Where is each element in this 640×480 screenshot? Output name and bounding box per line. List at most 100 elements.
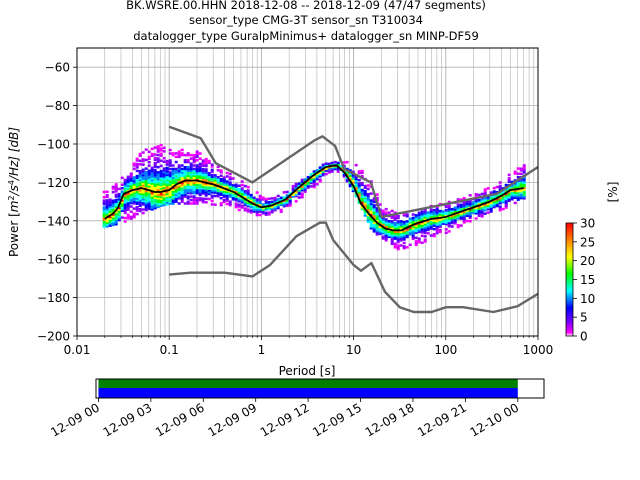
density-cell <box>366 215 370 218</box>
density-cell <box>147 157 151 160</box>
density-cell <box>318 171 322 175</box>
density-cell <box>288 195 292 199</box>
density-cell <box>258 199 262 203</box>
density-cell <box>135 209 139 212</box>
density-cell <box>195 164 199 167</box>
density-cell <box>375 212 379 215</box>
density-cell <box>423 210 427 214</box>
density-cell <box>144 196 148 200</box>
density-cell <box>408 231 412 234</box>
density-cell <box>201 162 205 166</box>
density-cell <box>432 233 436 236</box>
density-cell <box>477 209 481 212</box>
density-cell <box>285 204 289 208</box>
density-cell <box>297 187 301 191</box>
density-cell <box>147 202 151 205</box>
density-cell <box>432 210 436 214</box>
density-cell <box>366 210 370 213</box>
density-cell <box>456 225 460 229</box>
density-cell <box>132 195 136 198</box>
density-cell <box>129 182 133 186</box>
density-cell <box>414 224 418 228</box>
density-cell <box>357 182 361 185</box>
density-cell <box>330 161 334 165</box>
density-cell <box>330 166 334 170</box>
density-cell <box>498 188 502 191</box>
density-cell <box>123 202 127 206</box>
density-cell <box>381 209 385 213</box>
y-tick-label: −60 <box>45 61 70 75</box>
density-cell <box>189 202 193 205</box>
density-cell <box>411 216 415 220</box>
density-cell <box>114 193 118 197</box>
density-cell <box>114 200 118 203</box>
density-cell <box>357 189 361 192</box>
density-cell <box>183 181 187 185</box>
density-cell <box>195 176 199 179</box>
density-cell <box>171 198 175 202</box>
density-cell <box>135 164 139 167</box>
density-cell <box>165 199 169 203</box>
density-cell <box>300 195 304 199</box>
density-cell <box>201 187 205 190</box>
density-cell <box>432 234 436 238</box>
density-cell <box>141 199 145 203</box>
x-tick-label: 0.01 <box>64 343 91 357</box>
density-cell <box>513 194 517 198</box>
density-cell <box>330 170 334 173</box>
density-cell <box>507 177 511 180</box>
density-cell <box>162 186 166 189</box>
density-cell <box>126 213 130 217</box>
density-cell <box>165 203 169 206</box>
density-cell <box>387 225 391 228</box>
density-cell <box>186 197 190 200</box>
density-cell <box>204 157 208 161</box>
density-cell <box>375 210 379 214</box>
density-cell <box>396 214 400 218</box>
density-cell <box>138 152 142 156</box>
density-cell <box>204 185 208 189</box>
density-cell <box>378 218 382 222</box>
density-cell <box>219 169 223 172</box>
density-cell <box>129 210 133 213</box>
density-cell <box>198 197 202 200</box>
density-cell <box>273 196 277 200</box>
density-cell <box>399 239 403 242</box>
density-cell <box>417 213 421 216</box>
density-cell <box>129 201 133 205</box>
density-cell <box>423 229 427 233</box>
coverage-tick-label: 12-09 12 <box>258 400 312 439</box>
density-cell <box>180 186 184 190</box>
density-cell <box>522 197 526 200</box>
density-cell <box>189 169 193 172</box>
density-cell <box>189 162 193 166</box>
density-cell <box>132 202 136 205</box>
density-cell <box>426 226 430 230</box>
density-cell <box>144 177 148 181</box>
density-cell <box>198 188 202 192</box>
density-cell <box>465 219 469 223</box>
density-cell <box>105 204 109 207</box>
density-cell <box>102 213 106 216</box>
density-cell <box>102 216 106 220</box>
density-cell <box>408 243 412 246</box>
density-cell <box>141 185 145 189</box>
density-cell <box>363 186 367 190</box>
density-cell <box>447 209 451 212</box>
density-cell <box>453 215 457 218</box>
density-cell <box>180 184 184 188</box>
density-cell <box>129 191 133 194</box>
density-cell <box>123 187 127 190</box>
density-cell <box>396 227 400 230</box>
density-cell <box>183 172 187 176</box>
density-cell <box>507 197 511 201</box>
density-cell <box>123 180 127 183</box>
density-cell <box>357 170 361 173</box>
density-cell <box>219 183 223 186</box>
density-cell <box>432 219 436 222</box>
density-cell <box>162 157 166 160</box>
density-cell <box>162 182 166 186</box>
density-cell <box>174 179 178 183</box>
density-cell <box>336 166 340 170</box>
density-cell <box>510 184 514 187</box>
